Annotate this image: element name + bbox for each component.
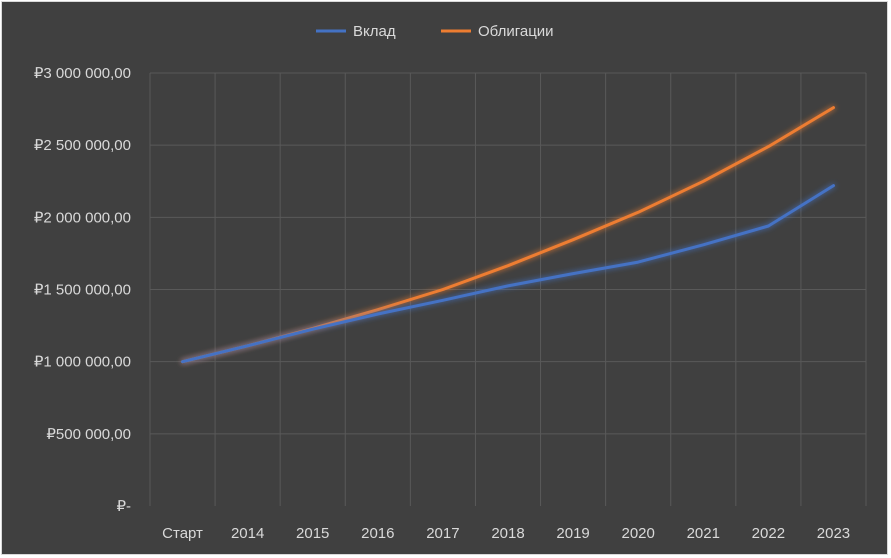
x-axis-tick-labels: Старт 2014 2015 2016 2017 2018 2019 2020 2021 202…	[162, 525, 850, 542]
x-tick-label: 2018	[491, 525, 524, 542]
x-tick-label: 2017	[426, 525, 459, 542]
x-tick-label: 2020	[621, 525, 654, 542]
x-tick-label: 2019	[556, 525, 589, 542]
legend: Вклад Облигации	[316, 23, 554, 40]
y-tick-label: ₽2 500 000,00	[34, 137, 131, 154]
x-tick-label: 2015	[296, 525, 329, 542]
x-tick-label: 2023	[817, 525, 850, 542]
x-tick-label: 2022	[752, 525, 785, 542]
x-tick-label: Старт	[162, 525, 203, 542]
series-line-vklad	[181, 184, 835, 364]
y-tick-label: ₽1 500 000,00	[34, 282, 131, 299]
y-tick-label: ₽1 000 000,00	[34, 354, 131, 371]
legend-label-vklad: Вклад	[353, 23, 396, 40]
x-tick-label: 2021	[687, 525, 720, 542]
series-lines	[181, 106, 835, 364]
y-tick-label: ₽3 000 000,00	[34, 65, 131, 82]
y-tick-label: ₽2 000 000,00	[34, 209, 131, 226]
x-tick-label: 2016	[361, 525, 394, 542]
x-tick-label: 2014	[231, 525, 264, 542]
y-tick-label: ₽-	[116, 498, 131, 515]
gridlines	[149, 72, 867, 506]
y-tick-label: ₽500 000,00	[46, 426, 131, 443]
y-axis-tick-labels: ₽- ₽500 000,00 ₽1 000 000,00 ₽1 500 000,00 ₽…	[34, 65, 131, 515]
legend-label-obligatsii: Облигации	[478, 23, 554, 40]
